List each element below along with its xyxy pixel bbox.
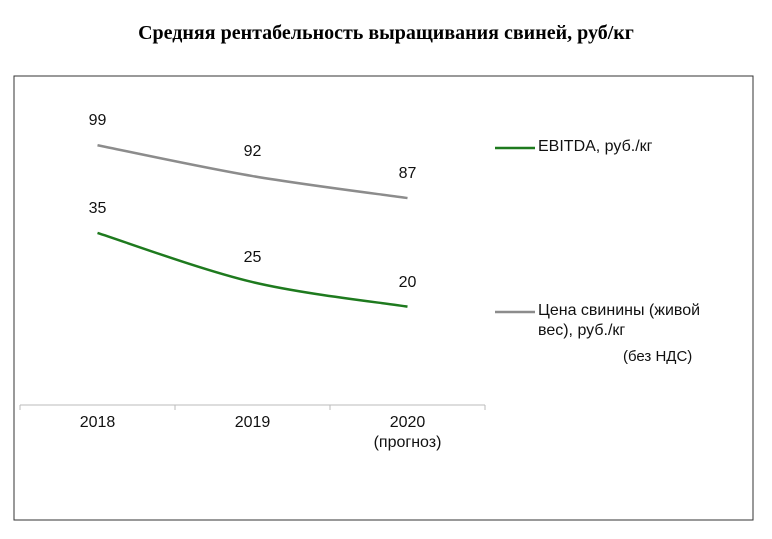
legend-label: EBITDA, руб./кг — [538, 138, 653, 155]
line — [97, 231, 408, 308]
legend-label: Цена свинины (живой вес), руб./кг — [538, 302, 701, 339]
data-label: 25 — [243, 249, 262, 267]
x-tick-label: 2019 — [234, 414, 271, 431]
x-tick-label: 2020 (прогноз) — [373, 414, 442, 451]
chart-border — [13, 75, 754, 521]
data-label: 92 — [243, 143, 262, 161]
data-label: 35 — [88, 199, 107, 217]
chart-title: Средняя рентабельность выращивания свине… — [138, 22, 634, 44]
line — [97, 143, 408, 200]
data-label: 99 — [88, 112, 107, 130]
legend-note: (без НДС) — [623, 348, 693, 365]
data-label: 20 — [398, 273, 417, 291]
data-label: 87 — [398, 165, 417, 183]
x-tick-label: 2018 — [79, 414, 116, 431]
